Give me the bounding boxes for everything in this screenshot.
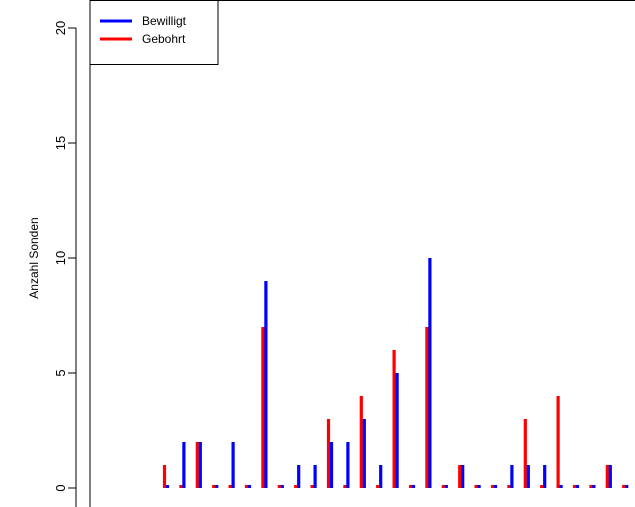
bar-gebohrt [441, 485, 445, 488]
bar-gebohrt [179, 485, 183, 488]
y-tick-label: 15 [53, 136, 68, 150]
bar-gebohrt [228, 485, 232, 488]
bar-gebohrt [589, 485, 593, 488]
bar-bewilligt [329, 442, 334, 488]
bars-group [162, 258, 629, 488]
bar-bewilligt [395, 373, 399, 488]
legend-label: Bewilligt [142, 14, 187, 28]
y-tick-label: 5 [53, 369, 68, 376]
bar-gebohrt [605, 465, 609, 488]
bar-bewilligt [362, 419, 366, 488]
bar-bewilligt [625, 485, 629, 488]
bar-bewilligt [231, 442, 235, 488]
legend: Bewilligt Gebohrt [89, 0, 219, 65]
bar-gebohrt [425, 327, 429, 488]
bar-gebohrt [474, 485, 478, 488]
bar-bewilligt [198, 442, 202, 488]
bar-gebohrt [359, 396, 363, 488]
bar-gebohrt [326, 419, 331, 488]
bar-bewilligt [165, 485, 170, 488]
bar-gebohrt [277, 485, 281, 488]
bar-gebohrt [540, 485, 544, 488]
bar-bewilligt [313, 465, 317, 488]
legend-box [89, 0, 219, 65]
bar-bewilligt [411, 485, 416, 488]
bar-bewilligt [461, 465, 465, 488]
bar-bewilligt [428, 258, 432, 488]
bar-bewilligt [592, 485, 596, 488]
bar-gebohrt [572, 485, 577, 488]
bar-gebohrt [376, 485, 380, 488]
bar-bewilligt [346, 442, 350, 488]
bar-gebohrt [310, 485, 314, 488]
bar-gebohrt [294, 485, 298, 488]
bar-bewilligt [297, 465, 301, 488]
legend-label: Gebohrt [142, 32, 186, 46]
bar-bewilligt [444, 485, 448, 488]
bar-gebohrt [392, 350, 396, 488]
bar-bewilligt [215, 485, 219, 488]
bar-bewilligt [608, 465, 612, 488]
bar-bewilligt [493, 485, 498, 488]
bar-bewilligt [247, 485, 252, 488]
bar-gebohrt [261, 327, 265, 488]
bar-bewilligt [264, 281, 268, 488]
bar-gebohrt [556, 396, 560, 488]
y-tick-label: 0 [53, 484, 68, 491]
bar-gebohrt [408, 485, 413, 488]
bar-gebohrt [622, 485, 626, 488]
bar-gebohrt [195, 442, 199, 488]
bar-bewilligt [559, 485, 563, 488]
bar-gebohrt [490, 485, 495, 488]
y-axis-title: Anzahl Sonden [27, 217, 41, 298]
bar-bewilligt [575, 485, 580, 488]
bar-bewilligt [526, 465, 530, 488]
bar-bewilligt [280, 485, 284, 488]
bar-bewilligt [182, 442, 186, 488]
bar-gebohrt [458, 465, 462, 488]
y-tick-label: 20 [53, 21, 68, 35]
bar-gebohrt [507, 485, 511, 488]
bar-gebohrt [523, 419, 527, 488]
bar-gebohrt [343, 485, 347, 488]
bar-bewilligt [477, 485, 481, 488]
bar-gebohrt [212, 485, 216, 488]
y-axis: 0 5 10 15 20 [53, 21, 77, 507]
bar-bewilligt [543, 465, 547, 488]
bar-bewilligt [379, 465, 383, 488]
bar-bewilligt [510, 465, 514, 488]
y-tick-label: 10 [53, 251, 68, 265]
bar-gebohrt [244, 485, 249, 488]
bar-gebohrt [162, 465, 167, 488]
